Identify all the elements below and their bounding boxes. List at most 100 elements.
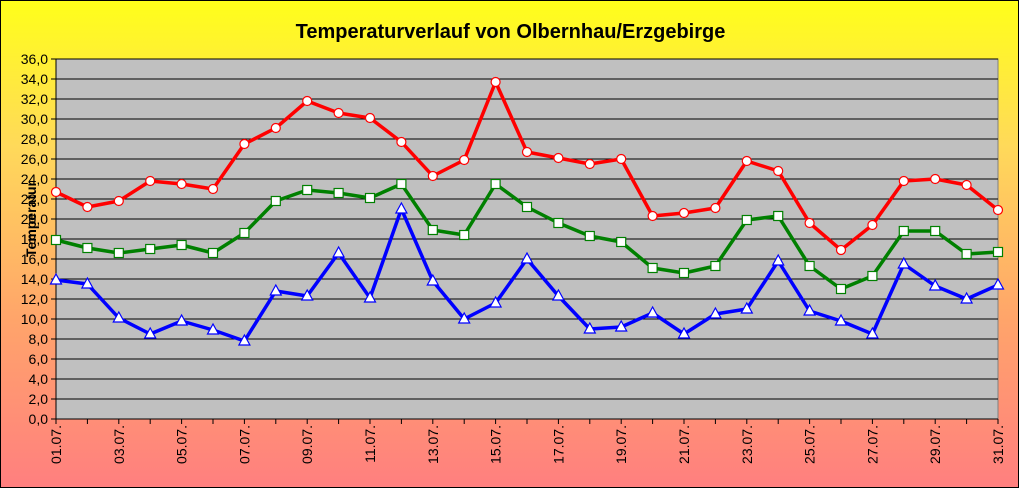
y-tick-label: 10,0 bbox=[21, 311, 48, 327]
data-point bbox=[270, 195, 281, 207]
data-point bbox=[364, 112, 376, 124]
data-point bbox=[239, 138, 250, 150]
data-point bbox=[333, 107, 344, 119]
y-tick-label: 24,0 bbox=[21, 171, 48, 187]
data-point bbox=[427, 224, 438, 236]
data-point bbox=[677, 326, 691, 339]
data-point bbox=[176, 178, 187, 190]
x-tick-label: 13.07. bbox=[425, 425, 441, 464]
data-point bbox=[647, 262, 658, 274]
data-point bbox=[992, 204, 1004, 216]
data-point bbox=[239, 227, 250, 239]
x-tick-label: 31.07. bbox=[990, 425, 1006, 464]
data-point bbox=[834, 313, 848, 326]
data-point bbox=[207, 183, 219, 195]
data-point bbox=[930, 225, 941, 237]
x-tick-label: 27.07. bbox=[864, 425, 880, 464]
data-point bbox=[961, 248, 972, 260]
data-point bbox=[710, 260, 721, 272]
data-point bbox=[145, 175, 156, 187]
data-point bbox=[521, 201, 533, 213]
y-tick-label: 26,0 bbox=[21, 151, 48, 167]
x-tick-label: 15.07. bbox=[488, 425, 504, 464]
data-point bbox=[804, 260, 815, 272]
y-tick-label: 14,0 bbox=[21, 271, 48, 287]
data-point bbox=[741, 214, 752, 226]
data-point bbox=[176, 239, 187, 251]
data-point bbox=[867, 219, 878, 231]
data-point bbox=[145, 243, 156, 255]
x-tick-label: 25.07. bbox=[802, 425, 818, 464]
data-point bbox=[302, 184, 313, 196]
data-point bbox=[740, 301, 754, 314]
data-point bbox=[49, 272, 63, 285]
data-point bbox=[616, 236, 627, 248]
data-point bbox=[835, 283, 847, 295]
x-tick-label: 07.07. bbox=[236, 425, 252, 464]
data-point bbox=[583, 321, 597, 334]
data-point bbox=[206, 322, 220, 335]
x-tick-label: 21.07. bbox=[676, 425, 692, 464]
data-point bbox=[82, 242, 93, 254]
y-tick-label: 8,0 bbox=[29, 331, 49, 347]
data-point bbox=[112, 310, 126, 323]
y-tick-label: 2,0 bbox=[29, 391, 49, 407]
data-point bbox=[551, 288, 565, 301]
data-point bbox=[741, 155, 752, 167]
y-tick-label: 32,0 bbox=[21, 91, 48, 107]
data-point bbox=[302, 95, 313, 107]
y-tick-label: 30,0 bbox=[21, 111, 48, 127]
data-point bbox=[82, 201, 93, 213]
y-tick-label: 36,0 bbox=[21, 51, 48, 67]
data-point bbox=[237, 333, 251, 346]
data-point bbox=[803, 303, 817, 316]
data-point bbox=[363, 290, 377, 303]
data-point bbox=[678, 267, 690, 279]
data-point bbox=[898, 175, 909, 187]
data-point bbox=[773, 165, 784, 177]
data-point bbox=[490, 178, 501, 190]
data-point bbox=[708, 306, 722, 319]
y-tick-label: 6,0 bbox=[29, 351, 49, 367]
data-point bbox=[426, 273, 440, 286]
data-point bbox=[867, 270, 878, 282]
data-point bbox=[459, 154, 470, 166]
data-point bbox=[364, 192, 376, 204]
data-point bbox=[897, 256, 911, 269]
data-point bbox=[614, 319, 628, 332]
y-tick-label: 16,0 bbox=[21, 251, 48, 267]
data-point bbox=[928, 278, 942, 291]
data-point bbox=[113, 195, 124, 207]
data-point bbox=[175, 313, 189, 326]
data-point bbox=[113, 247, 124, 259]
data-point bbox=[332, 245, 346, 258]
x-tick-label: 01.07. bbox=[48, 425, 64, 464]
data-point bbox=[678, 207, 690, 219]
x-tick-label: 23.07. bbox=[739, 425, 755, 464]
data-point bbox=[394, 201, 408, 214]
data-point bbox=[143, 326, 157, 339]
data-point bbox=[396, 178, 407, 190]
data-point bbox=[520, 251, 534, 264]
data-point bbox=[647, 210, 658, 222]
data-point bbox=[835, 244, 847, 256]
data-point bbox=[804, 217, 815, 229]
x-tick-label: 19.07. bbox=[613, 425, 629, 464]
x-tick-label: 11.07. bbox=[362, 425, 378, 463]
x-tick-label: 09.07. bbox=[299, 425, 315, 464]
y-tick-label: 4,0 bbox=[29, 371, 49, 387]
data-point bbox=[270, 122, 281, 134]
chart-title: Temperaturverlauf von Olbernhau/Erzgebir… bbox=[295, 21, 726, 43]
x-tick-label: 29.07. bbox=[927, 425, 943, 464]
data-point bbox=[584, 158, 595, 170]
data-point bbox=[457, 311, 471, 324]
data-point bbox=[865, 326, 879, 339]
y-tick-label: 12,0 bbox=[21, 291, 48, 307]
data-point bbox=[300, 288, 314, 301]
data-point bbox=[773, 210, 784, 222]
y-tick-label: 22,0 bbox=[21, 191, 48, 207]
data-point bbox=[490, 76, 501, 88]
data-point bbox=[960, 291, 974, 304]
